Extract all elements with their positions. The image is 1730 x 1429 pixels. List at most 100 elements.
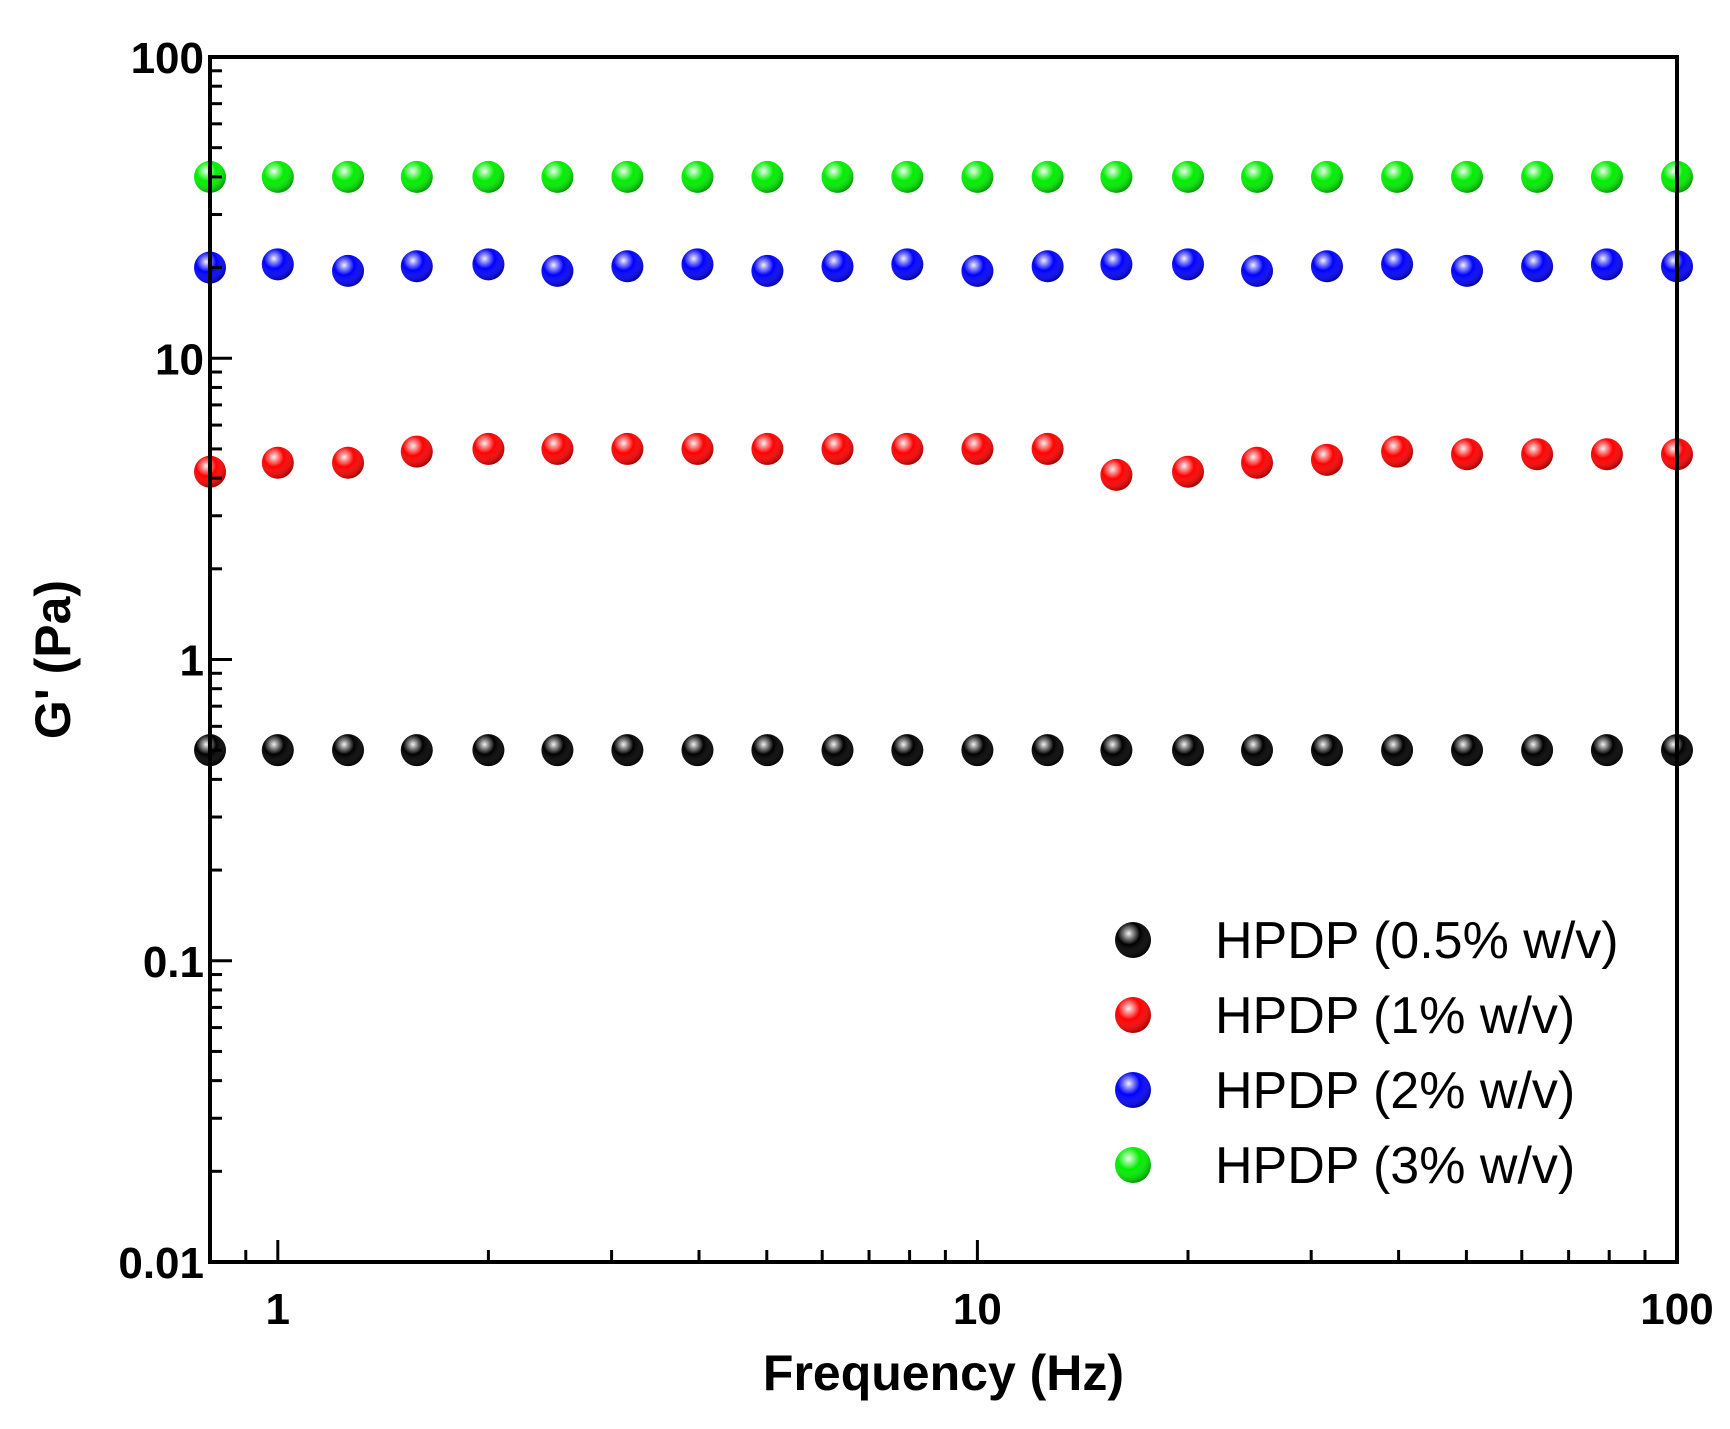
data-point [1172,160,1204,193]
data-point [681,432,714,465]
data-point [1590,734,1623,767]
data-point [332,446,365,479]
data-point [400,250,433,283]
data-point [1451,160,1484,193]
data-point [1381,160,1414,193]
data-point [611,734,644,767]
y-tick-label: 10 [155,335,204,384]
data-point [611,160,644,193]
data-point [261,160,294,193]
data-point [1521,734,1554,767]
data-point [1100,248,1133,281]
legend-marker [1115,1147,1151,1183]
data-point [400,734,433,767]
data-point [891,734,924,767]
data-point [1241,734,1274,767]
data-point [1172,734,1204,767]
data-point [751,254,784,287]
legend-label: HPDP (0.5% w/v) [1215,912,1619,970]
data-point [1310,160,1343,193]
data-point [751,734,784,767]
legend: HPDP (0.5% w/v) HPDP (1% w/v) HPDP (2% w/v… [1115,912,1619,1195]
series-1 [194,432,1693,491]
y-tick-label: 100 [131,34,204,83]
data-point [1241,160,1274,193]
data-point [681,160,714,193]
data-point [821,734,854,767]
data-point [261,734,294,767]
y-axis-title: G' (Pa) [25,580,81,739]
x-tick-label: 100 [1640,1285,1713,1334]
data-point [611,250,644,283]
legend-label: HPDP (1% w/v) [1215,987,1575,1045]
data-point [332,160,365,193]
x-axis-title: Frequency (Hz) [763,1345,1124,1401]
data-point [1241,446,1274,479]
data-point [1100,734,1133,767]
legend-marker [1115,922,1151,958]
data-point [821,432,854,465]
data-point [1031,734,1064,767]
y-tick-label: 0.01 [118,1239,204,1288]
data-point [961,160,994,193]
data-point [1381,734,1414,767]
data-point [400,160,433,193]
data-point [891,432,924,465]
data-point [961,734,994,767]
data-point [472,160,505,193]
data-point [681,248,714,281]
data-point [472,432,505,465]
data-point [1031,160,1064,193]
data-point [1521,250,1554,283]
y-tick-label: 1 [180,637,204,686]
data-point [961,254,994,287]
data-point [541,254,574,287]
data-point [1172,455,1204,488]
data-point [1310,250,1343,283]
data-point [1031,250,1064,283]
data-point [961,432,994,465]
y-tick-label: 0.1 [143,938,204,987]
data-point [681,734,714,767]
data-point [1381,248,1414,281]
data-point [472,248,505,281]
x-tick-label: 10 [953,1285,1002,1334]
data-point [1100,160,1133,193]
data-point [1031,432,1064,465]
data-point [821,250,854,283]
data-point [1310,443,1343,476]
data-point [891,248,924,281]
data-point [261,446,294,479]
data-point [472,734,505,767]
data-point [891,160,924,193]
series-2 [194,248,1693,287]
data-point [1521,438,1554,471]
data-point [1241,254,1274,287]
legend-marker [1115,1072,1151,1108]
data-point [1590,160,1623,193]
data-point [751,160,784,193]
x-tick-label: 1 [266,1285,290,1334]
data-point [1100,458,1133,491]
data-point [332,254,365,287]
data-point [261,248,294,281]
legend-label: HPDP (3% w/v) [1215,1137,1575,1195]
data-point [1451,438,1484,471]
series-3 [194,160,1693,193]
data-point [400,435,433,468]
data-point [1381,435,1414,468]
data-point [611,432,644,465]
data-point [1310,734,1343,767]
data-point [1590,438,1623,471]
series-0 [194,734,1693,767]
data-point [541,160,574,193]
data-point [1172,248,1204,281]
data-point [751,432,784,465]
data-point [332,734,365,767]
data-point [1451,734,1484,767]
legend-label: HPDP (2% w/v) [1215,1062,1575,1120]
data-point [541,432,574,465]
data-point [821,160,854,193]
data-point [1451,254,1484,287]
